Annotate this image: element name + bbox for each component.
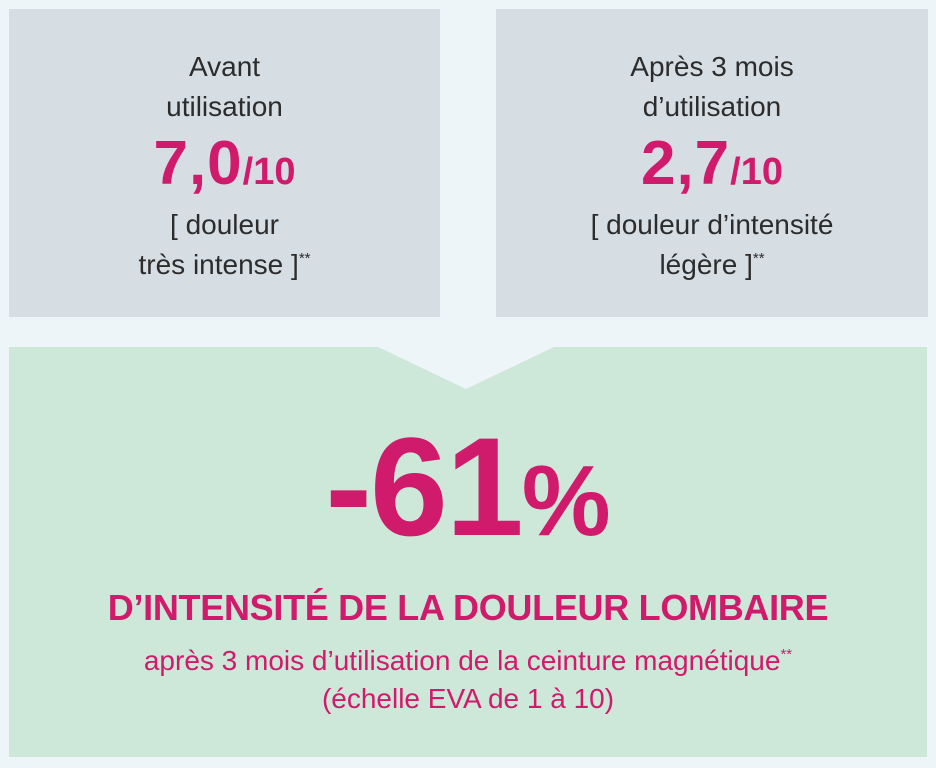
before-card: Avant utilisation 7,0/10 [ douleur très …: [9, 9, 440, 317]
before-score-max: 10: [253, 151, 296, 193]
after-desc-line2-wrap: légère ]**: [496, 245, 928, 285]
after-caption-line2: d’utilisation: [642, 91, 782, 122]
before-desc-line2: très intense ]: [138, 249, 299, 280]
result-headline: D’INTENSITÉ DE LA DOULEUR LOMBAIRE: [107, 587, 829, 628]
before-score-slash: /: [242, 151, 254, 193]
before-score: 7,0/10: [9, 133, 440, 195]
pointer-notch: [378, 347, 554, 389]
after-card: Après 3 mois d’utilisation 2,7/10 [ doul…: [496, 9, 928, 317]
before-description: [ douleur très intense ]**: [9, 205, 440, 285]
result-subtitle-line: après 3 mois d’utilisation de la ceintur…: [9, 639, 927, 683]
result-panel: -61% D’INTENSITÉ DE LA DOULEUR LOMBAIRE …: [9, 347, 927, 757]
after-score-value: 2,7: [640, 129, 731, 198]
after-score: 2,7/10: [496, 133, 928, 195]
before-score-value: 7,0: [153, 129, 243, 198]
after-caption-line1: Après 3 mois: [630, 51, 794, 82]
after-description: [ douleur d’intensité légère ]**: [496, 205, 928, 285]
after-score-slash: /: [730, 151, 741, 193]
after-footnote-mark: **: [752, 250, 765, 267]
before-footnote-mark: **: [298, 250, 311, 267]
result-scale-note: (échelle EVA de 1 à 10): [321, 683, 615, 714]
after-score-max: 10: [740, 151, 784, 193]
result-percent-value: -61: [325, 408, 523, 565]
before-desc-line1: [ douleur: [170, 209, 279, 240]
before-caption-line2: utilisation: [166, 91, 283, 122]
before-desc-line2-wrap: très intense ]**: [9, 245, 440, 285]
after-caption: Après 3 mois d’utilisation: [496, 47, 928, 127]
result-percent-sign: %: [521, 445, 611, 557]
before-caption-line1: Avant: [188, 51, 261, 82]
result-subtitle: après 3 mois d’utilisation de la ceintur…: [143, 645, 781, 676]
before-caption: Avant utilisation: [9, 47, 440, 127]
result-percentage: -61%: [9, 417, 927, 557]
result-footnote-mark: **: [780, 646, 793, 663]
after-desc-line1: [ douleur d’intensité: [590, 209, 834, 240]
after-desc-line2: légère ]: [659, 249, 753, 280]
